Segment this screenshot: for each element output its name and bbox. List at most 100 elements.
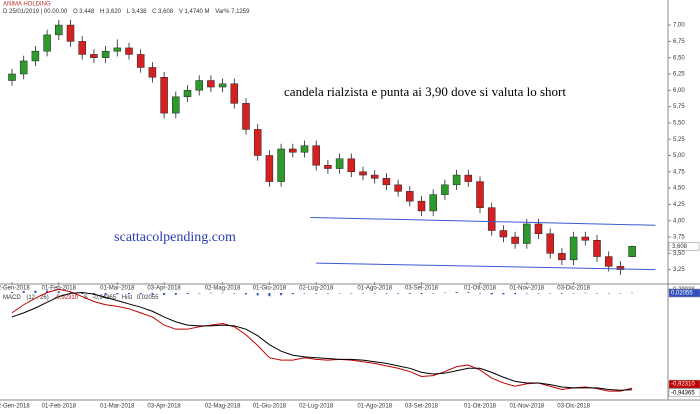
info: C 3,608 <box>152 9 174 15</box>
candle-body <box>207 80 215 88</box>
hist-bar <box>280 293 283 296</box>
candle-body <box>78 41 86 55</box>
y-tick-label: 6,50 <box>673 55 685 61</box>
x-tick-label: 02-Gen-2018 <box>0 404 30 410</box>
annotation: candela rialzista e punta ai 3,90 dove s… <box>284 84 566 99</box>
x-tick-label: 03-Apr-2018 <box>147 286 181 292</box>
hist-bar <box>385 293 388 294</box>
hist-bar <box>46 290 49 293</box>
hist-bar <box>186 293 189 294</box>
x-tick-label: 01-Giu-2018 <box>253 404 287 410</box>
candle-body <box>347 158 356 173</box>
hist-name: Hist <box>122 295 133 301</box>
last-price-label: 3,608 <box>672 244 688 250</box>
y-tick-label: 6,25 <box>673 72 685 78</box>
y-tick-label: 4,00 <box>673 218 685 224</box>
hist-bar <box>607 293 610 294</box>
candle-body <box>604 256 613 267</box>
info: V 1,4740 M <box>179 9 210 15</box>
hist-bar <box>490 293 493 295</box>
candle-body <box>523 223 531 244</box>
hist-bar <box>455 292 458 293</box>
candle-body <box>312 145 320 166</box>
info: Var% 7,1259 <box>215 9 250 15</box>
hist-bar <box>432 293 435 294</box>
candle-body <box>101 50 110 58</box>
y-tick-label: 4,75 <box>673 169 685 175</box>
y-tick-label: 7,00 <box>673 23 685 29</box>
hist-bar <box>525 293 528 294</box>
hist-bar <box>174 293 177 295</box>
candle-body <box>113 47 122 52</box>
x-tick-label: 01-Feb-2018 <box>42 286 77 292</box>
candle-body <box>464 174 473 182</box>
candle-body <box>136 54 145 68</box>
candle-body <box>125 47 133 55</box>
hist-bar <box>198 293 201 294</box>
candle-body <box>382 178 391 186</box>
macd-line <box>11 292 633 391</box>
x-tick-label: 03-Dic-2018 <box>557 286 590 292</box>
x-tick-label: 01-Ott-2018 <box>464 286 497 292</box>
hist-bar <box>81 293 84 294</box>
hist-bar <box>408 293 411 294</box>
watermark: scattacolpending.com <box>114 230 236 245</box>
candle-body <box>359 171 367 176</box>
candle-body <box>19 60 28 75</box>
candle-body <box>31 50 40 62</box>
x-tick-label: 01-Mar-2018 <box>100 404 135 410</box>
hist-bar <box>560 293 563 294</box>
x-tick-label: 01-Feb-2018 <box>42 404 77 410</box>
candle-body <box>300 145 309 153</box>
hist-bar <box>584 292 587 294</box>
macd-title: MACD <box>3 295 21 301</box>
candle-body <box>558 253 566 261</box>
hist-bar <box>373 293 376 294</box>
hist-bar <box>163 293 166 295</box>
x-tick-label: 02-Lug-2018 <box>299 286 334 292</box>
hist-bar <box>326 293 329 294</box>
hist-bar <box>338 293 341 294</box>
candle-body <box>90 54 98 58</box>
hist-bar <box>443 292 446 294</box>
y-tick-label: 4,25 <box>673 202 685 208</box>
hist-bar <box>256 293 259 296</box>
hist-bar <box>57 291 60 293</box>
hist-bar <box>291 293 294 295</box>
ohlc-header: D 25/01/2019 | 00.00.00 O 3,448 H 3,620 … <box>3 9 250 15</box>
hist-bar <box>350 293 353 294</box>
candle-body <box>289 148 297 153</box>
y-tick-label: 3,50 <box>673 251 685 257</box>
candle-body <box>487 207 496 231</box>
candle-body <box>417 200 426 212</box>
hist-bar <box>128 293 130 295</box>
hist-bar <box>572 293 575 294</box>
x-tick-label: 01-Giu-2018 <box>253 286 287 292</box>
hist-bar <box>479 293 481 294</box>
candle-body <box>593 240 601 257</box>
hist-bar <box>502 293 505 295</box>
candle-body <box>569 236 578 261</box>
y-tick-label: 6,75 <box>673 39 685 45</box>
instrument-title: ANIMA HOLDING <box>3 2 51 8</box>
hist-bar <box>619 293 622 294</box>
y-tick-label: 5,50 <box>673 120 685 126</box>
candle-body <box>394 184 402 192</box>
candle-body <box>8 73 16 81</box>
candle-body <box>406 191 414 202</box>
signal-value-box <box>668 388 700 398</box>
macd-value: -0,92310 <box>54 295 78 301</box>
macd-value-box-label: -0,92310 <box>671 382 695 388</box>
x-tick-label: 02-Lug-2018 <box>299 404 334 410</box>
candle-body <box>66 24 75 42</box>
candle-body <box>195 80 203 91</box>
hist-value-box <box>668 288 700 298</box>
info: H 3,620 <box>100 9 122 15</box>
candle-body <box>499 230 508 238</box>
hist-bar <box>104 293 107 295</box>
hist-bar <box>596 293 598 294</box>
candle-body <box>581 236 590 241</box>
hist-bar <box>116 293 119 295</box>
y-tick-label: 5,25 <box>673 137 685 143</box>
